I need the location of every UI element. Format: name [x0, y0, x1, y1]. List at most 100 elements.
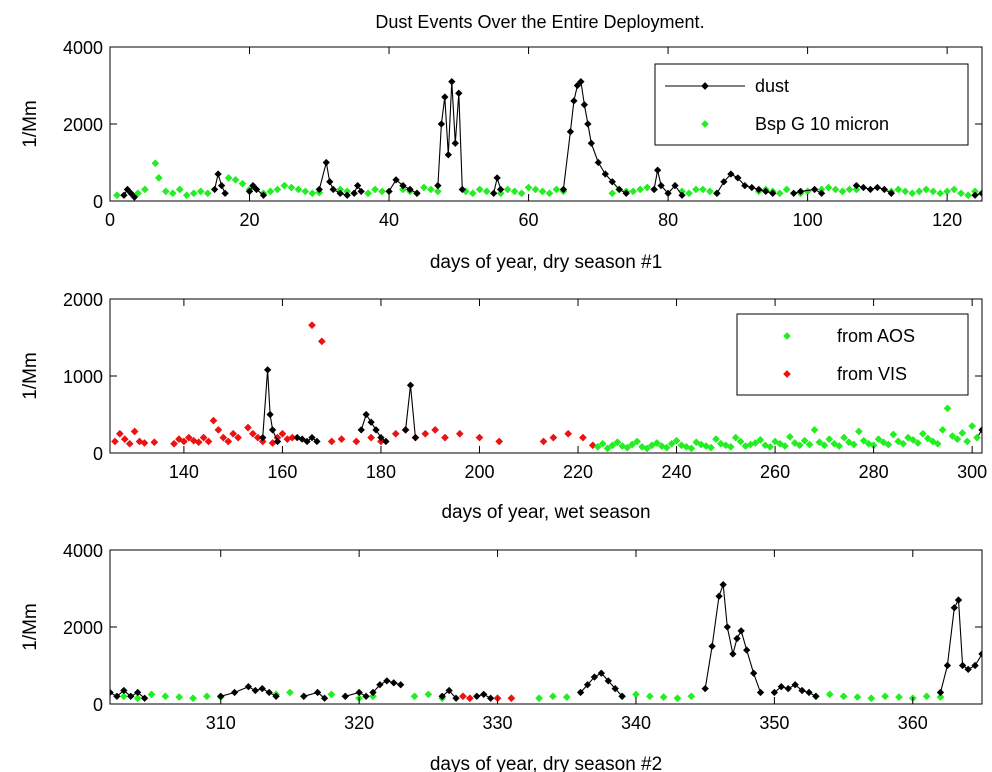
data-point — [353, 181, 362, 190]
data-point — [214, 425, 223, 434]
data-point — [458, 185, 467, 194]
data-point — [874, 435, 883, 444]
data-point — [161, 187, 170, 196]
data-point — [852, 181, 861, 190]
data-point — [127, 692, 135, 701]
data-point — [736, 437, 745, 446]
data-point — [411, 433, 420, 442]
data-point — [702, 442, 711, 451]
data-point — [770, 688, 779, 697]
data-point — [175, 435, 183, 444]
data-point — [933, 439, 942, 448]
data-point — [964, 665, 972, 674]
subplot-1: 0 20 40 60 80 100 120 0 2000 4000 days of year, dr… — [20, 38, 983, 273]
data-point — [768, 189, 777, 198]
data-point — [110, 437, 119, 446]
data-point — [852, 185, 861, 194]
data-point — [482, 187, 491, 196]
data-point — [943, 187, 952, 196]
data-point — [618, 692, 626, 701]
legend-marker — [783, 370, 791, 378]
data-point — [756, 435, 765, 444]
series-dust — [120, 77, 982, 201]
data-point — [790, 439, 799, 447]
data-point — [825, 435, 834, 444]
data-point — [578, 433, 587, 442]
data-point — [203, 189, 212, 198]
x-tick-label: 120 — [932, 210, 962, 230]
subplot-3: 310 320 330 340 350 360 0 2000 4000 days of year,… — [20, 541, 983, 772]
data-point — [957, 189, 966, 198]
series-from-aos — [593, 404, 982, 453]
data-point — [445, 686, 453, 695]
data-point — [341, 692, 350, 701]
data-point — [915, 187, 924, 196]
data-point — [113, 191, 121, 200]
data-point — [782, 185, 791, 194]
data-point — [716, 439, 725, 448]
data-point — [130, 427, 139, 436]
data-point — [756, 688, 765, 697]
legend-marker — [701, 120, 709, 128]
data-point — [510, 187, 519, 196]
y-tick-label: 0 — [93, 192, 103, 212]
data-point — [825, 690, 834, 699]
legend-box — [654, 63, 969, 146]
data-point — [133, 688, 142, 697]
data-point — [367, 418, 375, 426]
data-point — [238, 179, 247, 188]
data-point — [742, 646, 751, 654]
y-tick-label: 4000 — [63, 541, 103, 561]
data-point — [426, 185, 435, 194]
data-point — [653, 166, 662, 174]
data-point — [327, 437, 336, 446]
data-point — [775, 189, 784, 198]
data-point — [577, 77, 585, 86]
data-point — [950, 185, 959, 194]
data-point — [894, 437, 903, 446]
data-point — [789, 189, 798, 198]
data-point — [611, 684, 619, 693]
data-point — [810, 185, 819, 194]
data-point — [590, 673, 599, 681]
data-point — [971, 191, 979, 199]
data-point — [800, 436, 809, 445]
data-point — [805, 688, 813, 697]
data-point — [189, 694, 198, 703]
data-point — [713, 189, 721, 198]
data-point — [243, 423, 252, 432]
x-tick-label: 280 — [859, 462, 889, 482]
data-point — [708, 642, 716, 651]
data-point — [496, 189, 505, 198]
y-tick-label: 1000 — [63, 367, 103, 387]
data-point — [636, 185, 645, 194]
data-point — [189, 189, 198, 198]
data-point — [367, 433, 376, 442]
data-point — [115, 429, 124, 438]
data-point — [377, 433, 385, 442]
data-point — [652, 439, 661, 447]
data-point — [495, 437, 504, 446]
x-tick-label: 160 — [267, 462, 297, 482]
data-point — [294, 185, 303, 194]
data-point — [371, 185, 380, 194]
data-point — [389, 679, 398, 687]
data-point — [133, 694, 142, 703]
data-point — [685, 189, 693, 198]
y-tick-label: 2000 — [63, 618, 103, 638]
data-point — [209, 416, 218, 425]
data-point — [963, 437, 972, 446]
data-point — [936, 693, 945, 702]
data-point — [603, 444, 612, 453]
data-point — [317, 337, 326, 346]
data-point — [249, 181, 257, 190]
series-line — [939, 598, 982, 693]
data-point — [908, 189, 917, 198]
data-point — [755, 185, 763, 194]
data-point — [597, 669, 606, 677]
data-point — [766, 442, 775, 451]
data-point — [401, 426, 410, 434]
data-point — [948, 432, 957, 441]
data-point — [594, 158, 603, 167]
data-point — [120, 191, 128, 199]
